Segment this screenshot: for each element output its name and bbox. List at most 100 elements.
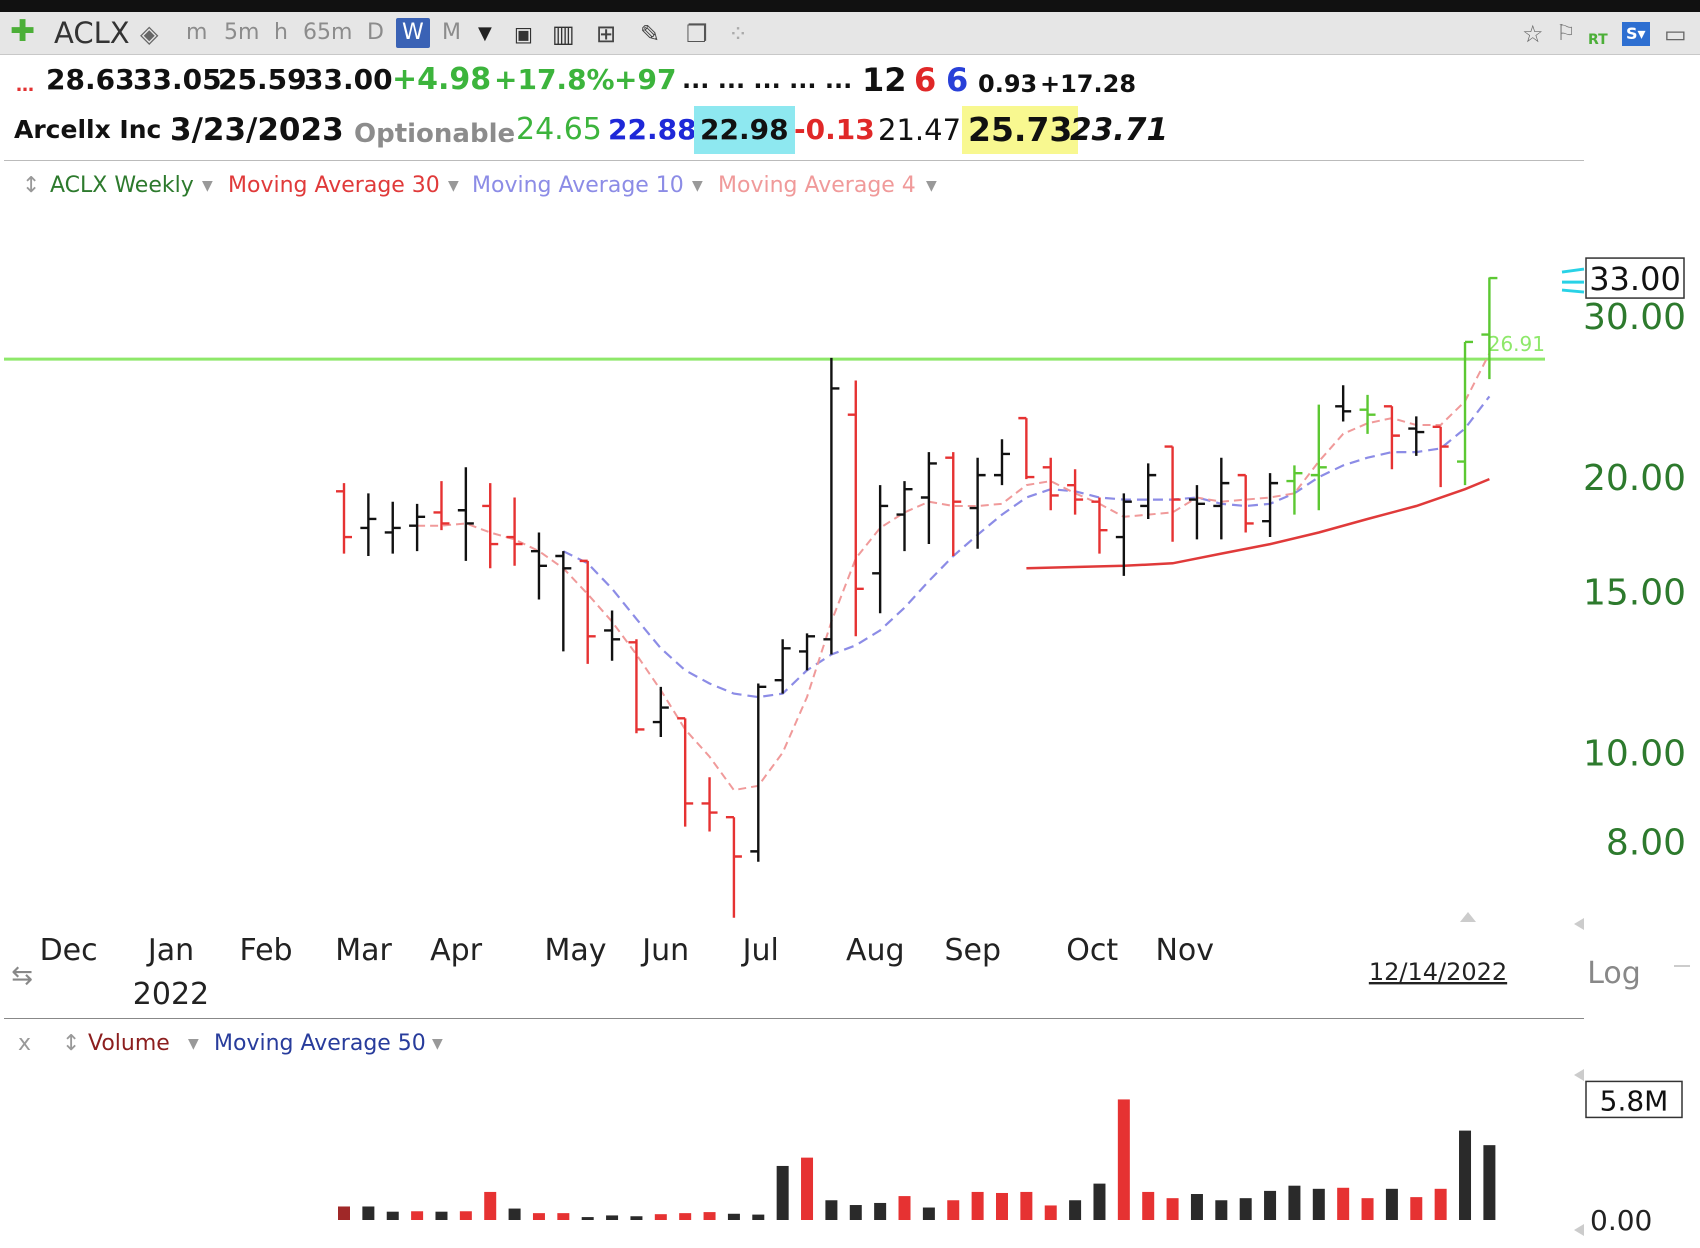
volume-bar[interactable]: [1239, 1198, 1252, 1220]
volume-bar[interactable]: [1117, 1099, 1130, 1220]
volume-bar[interactable]: [776, 1165, 789, 1220]
volume-bar[interactable]: [849, 1205, 862, 1220]
volume-bar[interactable]: [995, 1192, 1008, 1220]
volume-bar[interactable]: [532, 1213, 545, 1220]
close-panel-icon[interactable]: x: [18, 1031, 32, 1056]
volume-bar[interactable]: [1044, 1205, 1057, 1220]
ohlc-bar[interactable]: [604, 610, 621, 661]
legend-ma30[interactable]: Moving Average 30: [228, 173, 440, 198]
favorite-star-icon[interactable]: ☆: [1522, 20, 1544, 48]
volume-bar[interactable]: [727, 1213, 740, 1220]
interval-daily[interactable]: D: [367, 20, 384, 45]
ohlc-bar[interactable]: [1213, 457, 1230, 540]
legend-ma4[interactable]: Moving Average 4: [718, 173, 916, 198]
volume-bar[interactable]: [1337, 1187, 1350, 1220]
volume-bar[interactable]: [1264, 1190, 1277, 1220]
ohlc-bar[interactable]: [993, 439, 1010, 486]
ohlc-bar[interactable]: [628, 639, 645, 734]
ohlc-bar[interactable]: [701, 777, 718, 832]
volume-bar[interactable]: [971, 1191, 984, 1220]
ohlc-bar[interactable]: [750, 683, 767, 862]
scroll-up-icon[interactable]: [1460, 912, 1476, 922]
ohlc-bar[interactable]: [1164, 445, 1181, 542]
volume-bar[interactable]: [508, 1208, 521, 1220]
volume-bar[interactable]: [1166, 1198, 1179, 1220]
volume-bar[interactable]: [947, 1200, 960, 1220]
volume-bar[interactable]: [484, 1191, 497, 1220]
ohlc-bar[interactable]: [1432, 425, 1449, 488]
ohlc-bar[interactable]: [579, 559, 596, 664]
volume-bar[interactable]: [1385, 1188, 1398, 1220]
tv-icon[interactable]: ▣: [514, 22, 533, 46]
ohlc-bar[interactable]: [1188, 485, 1205, 540]
volume-bar[interactable]: [1483, 1145, 1496, 1220]
volume-pan-left-bottom-icon[interactable]: [1574, 1224, 1584, 1236]
volume-bar[interactable]: [362, 1206, 375, 1220]
ohlc-bar[interactable]: [482, 483, 499, 569]
legend-ma10[interactable]: Moving Average 10: [472, 173, 684, 198]
flag-icon[interactable]: ⚐: [1556, 21, 1576, 46]
legend-volume-dropdown-icon[interactable]: ▼: [188, 1036, 199, 1052]
ohlc-bar[interactable]: [506, 497, 523, 566]
ohlc-bar[interactable]: [920, 452, 937, 545]
ohlc-bar[interactable]: [1383, 405, 1400, 470]
legend-vol-ma50-dropdown-icon[interactable]: ▼: [432, 1036, 443, 1052]
ohlc-bar[interactable]: [433, 481, 450, 531]
volume-bar[interactable]: [654, 1214, 667, 1220]
price-chart-panel[interactable]: ↕ ACLX Weekly ▼ Moving Average 30 ▼ Movi…: [4, 160, 1584, 1021]
ohlc-bar[interactable]: [1408, 416, 1425, 456]
volume-bar[interactable]: [606, 1215, 619, 1220]
scanner-icon[interactable]: S▾: [1622, 22, 1650, 46]
ohlc-bar[interactable]: [652, 686, 669, 738]
interval-monthly[interactable]: M: [442, 20, 461, 45]
ohlc-bar[interactable]: [1115, 493, 1132, 576]
add-indicator-icon[interactable]: ⊞: [596, 20, 617, 48]
menu-dots-icon[interactable]: …: [16, 75, 34, 96]
ohlc-bar[interactable]: [1286, 465, 1303, 515]
volume-bar[interactable]: [825, 1200, 838, 1220]
ohlc-bar[interactable]: [1067, 469, 1084, 515]
volume-drag-handle-icon[interactable]: ↕: [62, 1031, 81, 1056]
panel-drag-handle-icon[interactable]: ↕: [22, 173, 41, 198]
interval-weekly[interactable]: W: [396, 18, 430, 48]
ohlc-bar[interactable]: [409, 503, 426, 552]
volume-bar[interactable]: [1312, 1188, 1325, 1220]
legend-series-dropdown-icon[interactable]: ▼: [202, 178, 213, 194]
legend-ma4-dropdown-icon[interactable]: ▼: [926, 178, 937, 194]
ohlc-bar[interactable]: [969, 457, 986, 549]
ma4-line[interactable]: [417, 352, 1491, 792]
bar-style-icon[interactable]: ▥: [552, 20, 575, 48]
ohlc-bar[interactable]: [823, 357, 840, 655]
volume-bar[interactable]: [557, 1213, 570, 1220]
ohlc-bar[interactable]: [1310, 404, 1327, 511]
ohlc-bar[interactable]: [945, 452, 962, 556]
ohlc-bar[interactable]: [725, 816, 742, 918]
ohlc-bar[interactable]: [774, 639, 791, 694]
volume-bar[interactable]: [1288, 1185, 1301, 1220]
legend-volume[interactable]: Volume: [88, 1031, 170, 1056]
ohlc-bar[interactable]: [872, 485, 889, 614]
ohlc-bar[interactable]: [1018, 416, 1035, 480]
volume-bar[interactable]: [1069, 1200, 1082, 1220]
ohlc-bar[interactable]: [799, 633, 816, 671]
volume-bar[interactable]: [1142, 1191, 1155, 1220]
interval-5m[interactable]: 5m: [224, 20, 260, 45]
legend-vol-ma50[interactable]: Moving Average 50: [214, 1031, 426, 1056]
volume-pan-left-icon[interactable]: [1574, 1069, 1584, 1081]
volume-bar[interactable]: [801, 1157, 814, 1220]
realtime-badge[interactable]: RT: [1588, 32, 1608, 48]
link-icon[interactable]: ⁘: [728, 20, 749, 48]
ohlc-bar[interactable]: [336, 483, 352, 554]
volume-bar[interactable]: [1093, 1183, 1106, 1220]
interval-65m[interactable]: 65m: [303, 20, 353, 45]
volume-bar[interactable]: [679, 1213, 692, 1220]
volume-bar[interactable]: [752, 1214, 765, 1220]
volume-bar[interactable]: [898, 1196, 911, 1220]
volume-bar[interactable]: [1410, 1197, 1423, 1220]
ma30-line[interactable]: [1026, 477, 1490, 570]
volume-bar[interactable]: [581, 1217, 594, 1220]
interval-1m[interactable]: m: [186, 20, 208, 45]
volume-bar[interactable]: [1215, 1200, 1228, 1220]
draw-pencil-icon[interactable]: ✎: [640, 20, 661, 48]
